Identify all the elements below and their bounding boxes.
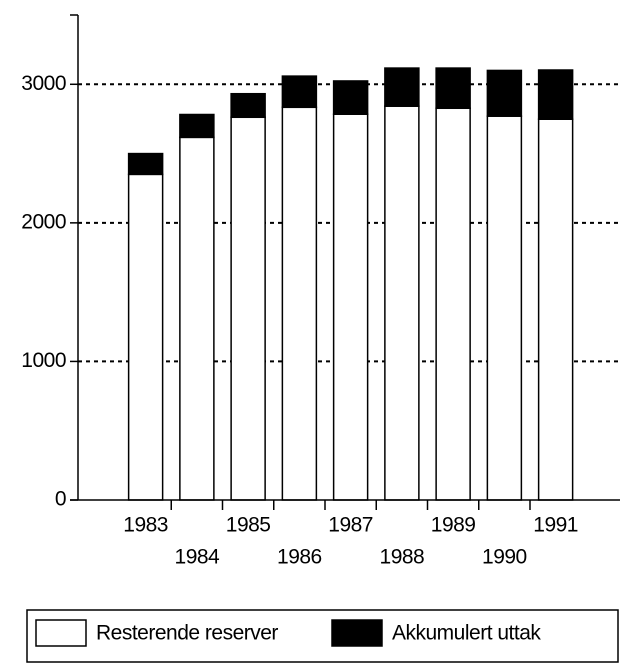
- bar-segment: [281, 106, 318, 501]
- y-tick-label: 0: [55, 488, 66, 511]
- bar-segment: [127, 173, 164, 501]
- legend-label: Akkumulert uttak: [392, 622, 541, 645]
- bar-segment: [435, 107, 471, 501]
- legend-label: Resterende reserver: [96, 622, 278, 645]
- bar-segment: [537, 69, 574, 120]
- x-tick-label: 1985: [226, 514, 271, 537]
- bar-segment: [486, 115, 523, 501]
- x-tick-label: 1991: [533, 514, 578, 537]
- y-tick-label: 1000: [21, 349, 66, 372]
- bar-segment: [384, 105, 420, 501]
- bar-segment: [332, 113, 369, 501]
- x-tick-label: 1987: [328, 514, 373, 537]
- legend-swatch: [35, 619, 87, 647]
- legend-swatch: [331, 619, 383, 647]
- bar-segment: [230, 92, 266, 119]
- y-tick-label: 2000: [21, 210, 66, 233]
- bar-segment: [230, 116, 266, 501]
- bar-segment: [179, 113, 215, 139]
- bar-segment: [332, 80, 369, 115]
- x-tick-label: 1989: [431, 514, 476, 537]
- legend-box: [26, 609, 619, 663]
- bar-segment: [384, 67, 420, 107]
- bar-segment: [281, 75, 318, 109]
- bar-segment: [127, 152, 164, 176]
- x-tick-label: 1984: [175, 546, 221, 569]
- x-tick-label: 1983: [123, 514, 168, 537]
- y-tick-label: 3000: [21, 72, 66, 95]
- bar-segment: [537, 118, 574, 501]
- x-tick-label: 1988: [380, 546, 425, 569]
- x-tick-label: 1986: [277, 546, 322, 569]
- x-tick-label: 1990: [482, 546, 527, 569]
- bar-segment: [486, 69, 523, 117]
- bar-segment: [435, 67, 471, 110]
- bar-segment: [179, 136, 215, 501]
